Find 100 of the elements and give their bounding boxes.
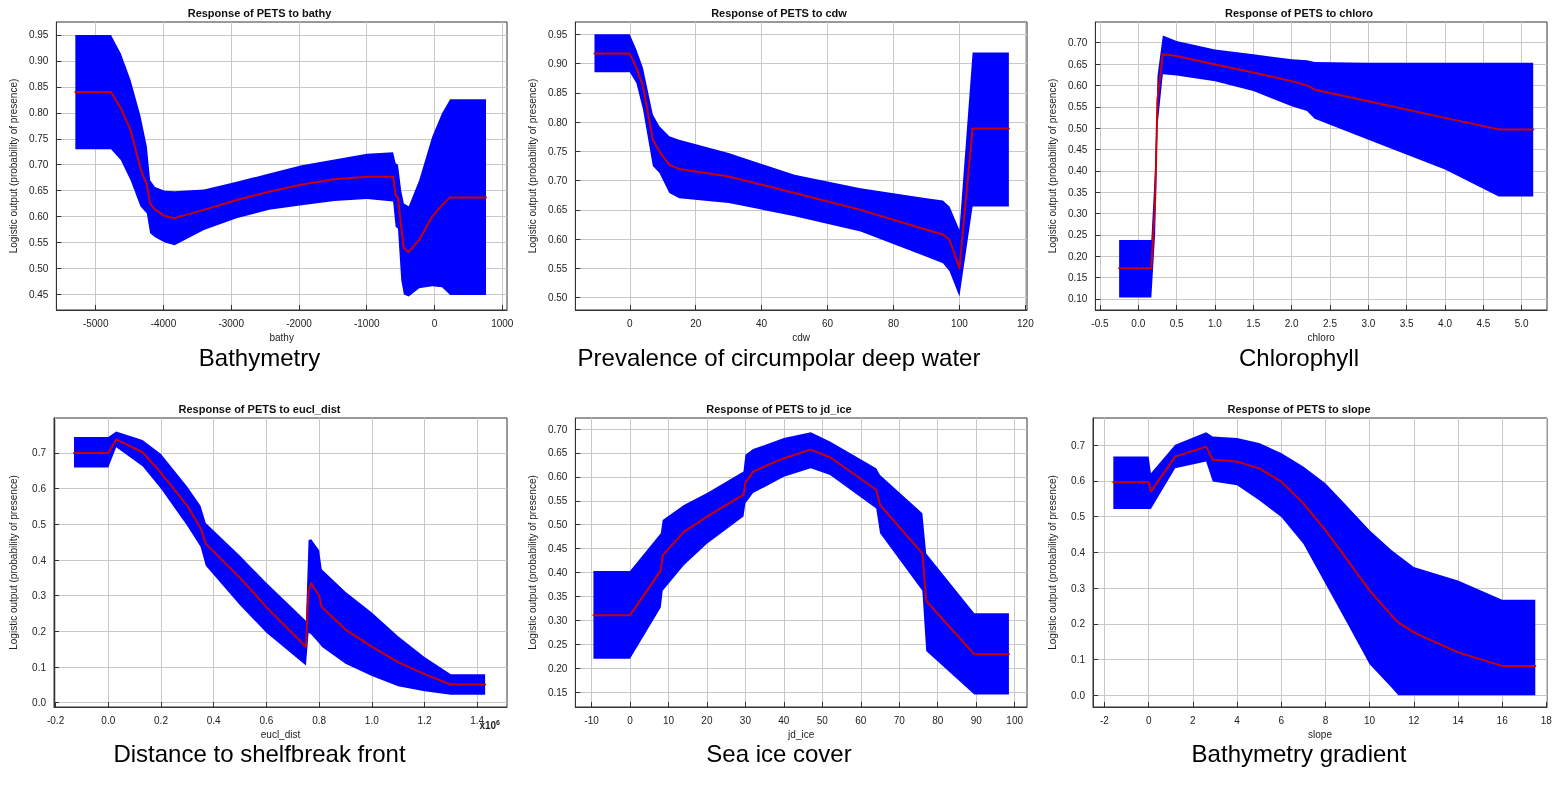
y-tick-label: 0.95 — [28, 29, 49, 41]
text: Distance to shelfbreak front — [113, 739, 406, 767]
y-tick-label: 0.65 — [547, 204, 568, 216]
y-tick-label: 0.3 — [32, 590, 47, 602]
x-tick-label: 2 — [1190, 714, 1197, 726]
x-tick-label: 0.2 — [154, 714, 169, 726]
y-tick-label: 0.4 — [32, 554, 47, 566]
x-axis-title: eucl_dist — [260, 729, 301, 741]
x-tick-label: 100 — [951, 317, 969, 329]
y-tick-label: 0.75 — [547, 145, 568, 157]
y-axis-title: Logistic output (probability of presence) — [1046, 475, 1058, 650]
x-tick-label: -1000 — [353, 317, 380, 329]
y-tick-label: 0.1 — [1071, 653, 1086, 665]
x-tick-label: 0 — [1145, 714, 1152, 726]
x-tick-label: -0.2 — [46, 714, 65, 726]
y-tick-label: 0.20 — [547, 662, 568, 674]
y-tick-label: 0.90 — [547, 58, 568, 70]
x-tick-label: 4.5 — [1476, 317, 1491, 329]
y-tick-label: 0.2 — [32, 625, 47, 637]
x-tick-label: 3.0 — [1361, 317, 1376, 329]
x-tick-label: 80 — [932, 714, 944, 726]
y-tick-label: 0.5 — [1071, 511, 1086, 523]
text: Prevalence of circumpolar deep water — [577, 343, 981, 371]
y-tick-label: 0.30 — [547, 614, 568, 626]
x-tick-label: 80 — [887, 317, 900, 329]
y-axis-title: Logistic output (probability of presence) — [7, 475, 19, 650]
y-tick-label: 0.7 — [1071, 439, 1086, 451]
x-tick-label: 0 — [627, 714, 634, 726]
x-tick-label: 90 — [970, 714, 983, 726]
x-tick-label: -4000 — [150, 317, 177, 329]
x-tick-label: 1000 — [491, 317, 514, 329]
y-tick-label: 0.75 — [28, 133, 49, 145]
line-series — [1118, 53, 1535, 270]
x-tick-label: 0.0 — [101, 714, 116, 726]
y-tick-label: 0.25 — [547, 638, 568, 650]
x-tick-label: 2.0 — [1284, 317, 1300, 329]
x-tick-label: 0.0 — [1131, 317, 1146, 329]
x-tick-label: -2 — [1100, 714, 1110, 726]
x-tick-label: -10 — [584, 714, 600, 726]
x-axis-title: slope — [1308, 729, 1333, 741]
x-tick-label: 5.0 — [1514, 317, 1530, 329]
line-series — [592, 448, 1010, 656]
y-tick-label: 0.6 — [1071, 475, 1086, 487]
x-axis-title: cdw — [792, 332, 811, 344]
y-tick-label: 0.65 — [28, 185, 49, 197]
text: Bathymetry — [198, 343, 321, 371]
y-tick-label: 0.90 — [28, 55, 49, 67]
text: Sea ice cover — [706, 739, 852, 767]
y-tick-label: 0.70 — [1067, 37, 1088, 49]
y-tick-label: 0.55 — [1067, 101, 1088, 113]
y-tick-label: 0.25 — [1067, 229, 1088, 241]
y-tick-label: 0.20 — [1067, 250, 1088, 262]
y-tick-label: 0.40 — [1067, 165, 1088, 177]
y-tick-label: 0.1 — [32, 661, 47, 673]
x-tick-label: 60 — [821, 317, 834, 329]
x-tick-label: 40 — [756, 317, 768, 329]
y-tick-label: 0.4 — [1071, 546, 1086, 558]
chart-title: Response of PETS to eucl_dist — [178, 402, 341, 415]
x-tick-label: 60 — [855, 714, 867, 726]
x-tick-label: 6 — [1278, 714, 1285, 726]
x-tick-label: 3.5 — [1399, 317, 1415, 329]
y-tick-label: 0.70 — [547, 423, 568, 435]
y-tick-label: 0.3 — [1071, 582, 1086, 594]
x-tick-label: 16 — [1496, 714, 1509, 726]
y-tick-label: 0.5 — [32, 518, 47, 530]
x-tick-label: -0.5 — [1091, 317, 1110, 329]
x-tick-label: 1.2 — [417, 714, 432, 726]
y-tick-label: 0.35 — [1067, 186, 1088, 198]
y-axis-title: Logistic output (probability of presence) — [526, 78, 538, 254]
y-tick-label: 0.70 — [547, 175, 568, 187]
x-tick-label: 20 — [690, 317, 702, 329]
x-tick-label: 1.5 — [1246, 317, 1261, 329]
y-tick-label: 0.55 — [547, 495, 568, 507]
x-tick-label: 0.6 — [259, 714, 274, 726]
y-tick-label: 0.45 — [547, 543, 568, 555]
y-tick-label: 0.85 — [28, 81, 49, 93]
y-tick-label: 0.55 — [547, 262, 568, 274]
x-tick-label: -2000 — [286, 317, 313, 329]
text: Bathymetry gradient — [1191, 739, 1407, 767]
x-axis-title: jd_ice — [787, 729, 815, 741]
chart-title: Response of PETS to jd_ice — [706, 402, 852, 415]
x-tick-label: 70 — [893, 714, 906, 726]
y-tick-label: 0.80 — [28, 107, 49, 119]
y-tick-label: 0.30 — [1067, 208, 1088, 219]
x-tick-label: 14 — [1452, 714, 1464, 726]
y-tick-label: 0.60 — [1067, 79, 1088, 91]
y-tick-label: 0.35 — [547, 590, 568, 602]
x-tick-label: 12 — [1408, 714, 1420, 726]
x-axis-title: chloro — [1307, 332, 1336, 344]
chart-title: Response of PETS to cdw — [711, 6, 848, 19]
x-tick-label: 0.8 — [312, 714, 327, 726]
y-tick-label: 0.50 — [28, 262, 49, 274]
x-tick-label: 0 — [626, 317, 633, 329]
y-tick-label: 0.0 — [32, 697, 47, 709]
x-tick-label: 2.5 — [1323, 317, 1338, 329]
y-tick-label: 0.0 — [1071, 689, 1086, 701]
y-tick-label: 0.6 — [32, 483, 47, 495]
x-tick-label: 30 — [739, 714, 752, 726]
y-tick-label: 0.50 — [547, 519, 568, 531]
y-tick-label: 0.10 — [1067, 293, 1088, 305]
